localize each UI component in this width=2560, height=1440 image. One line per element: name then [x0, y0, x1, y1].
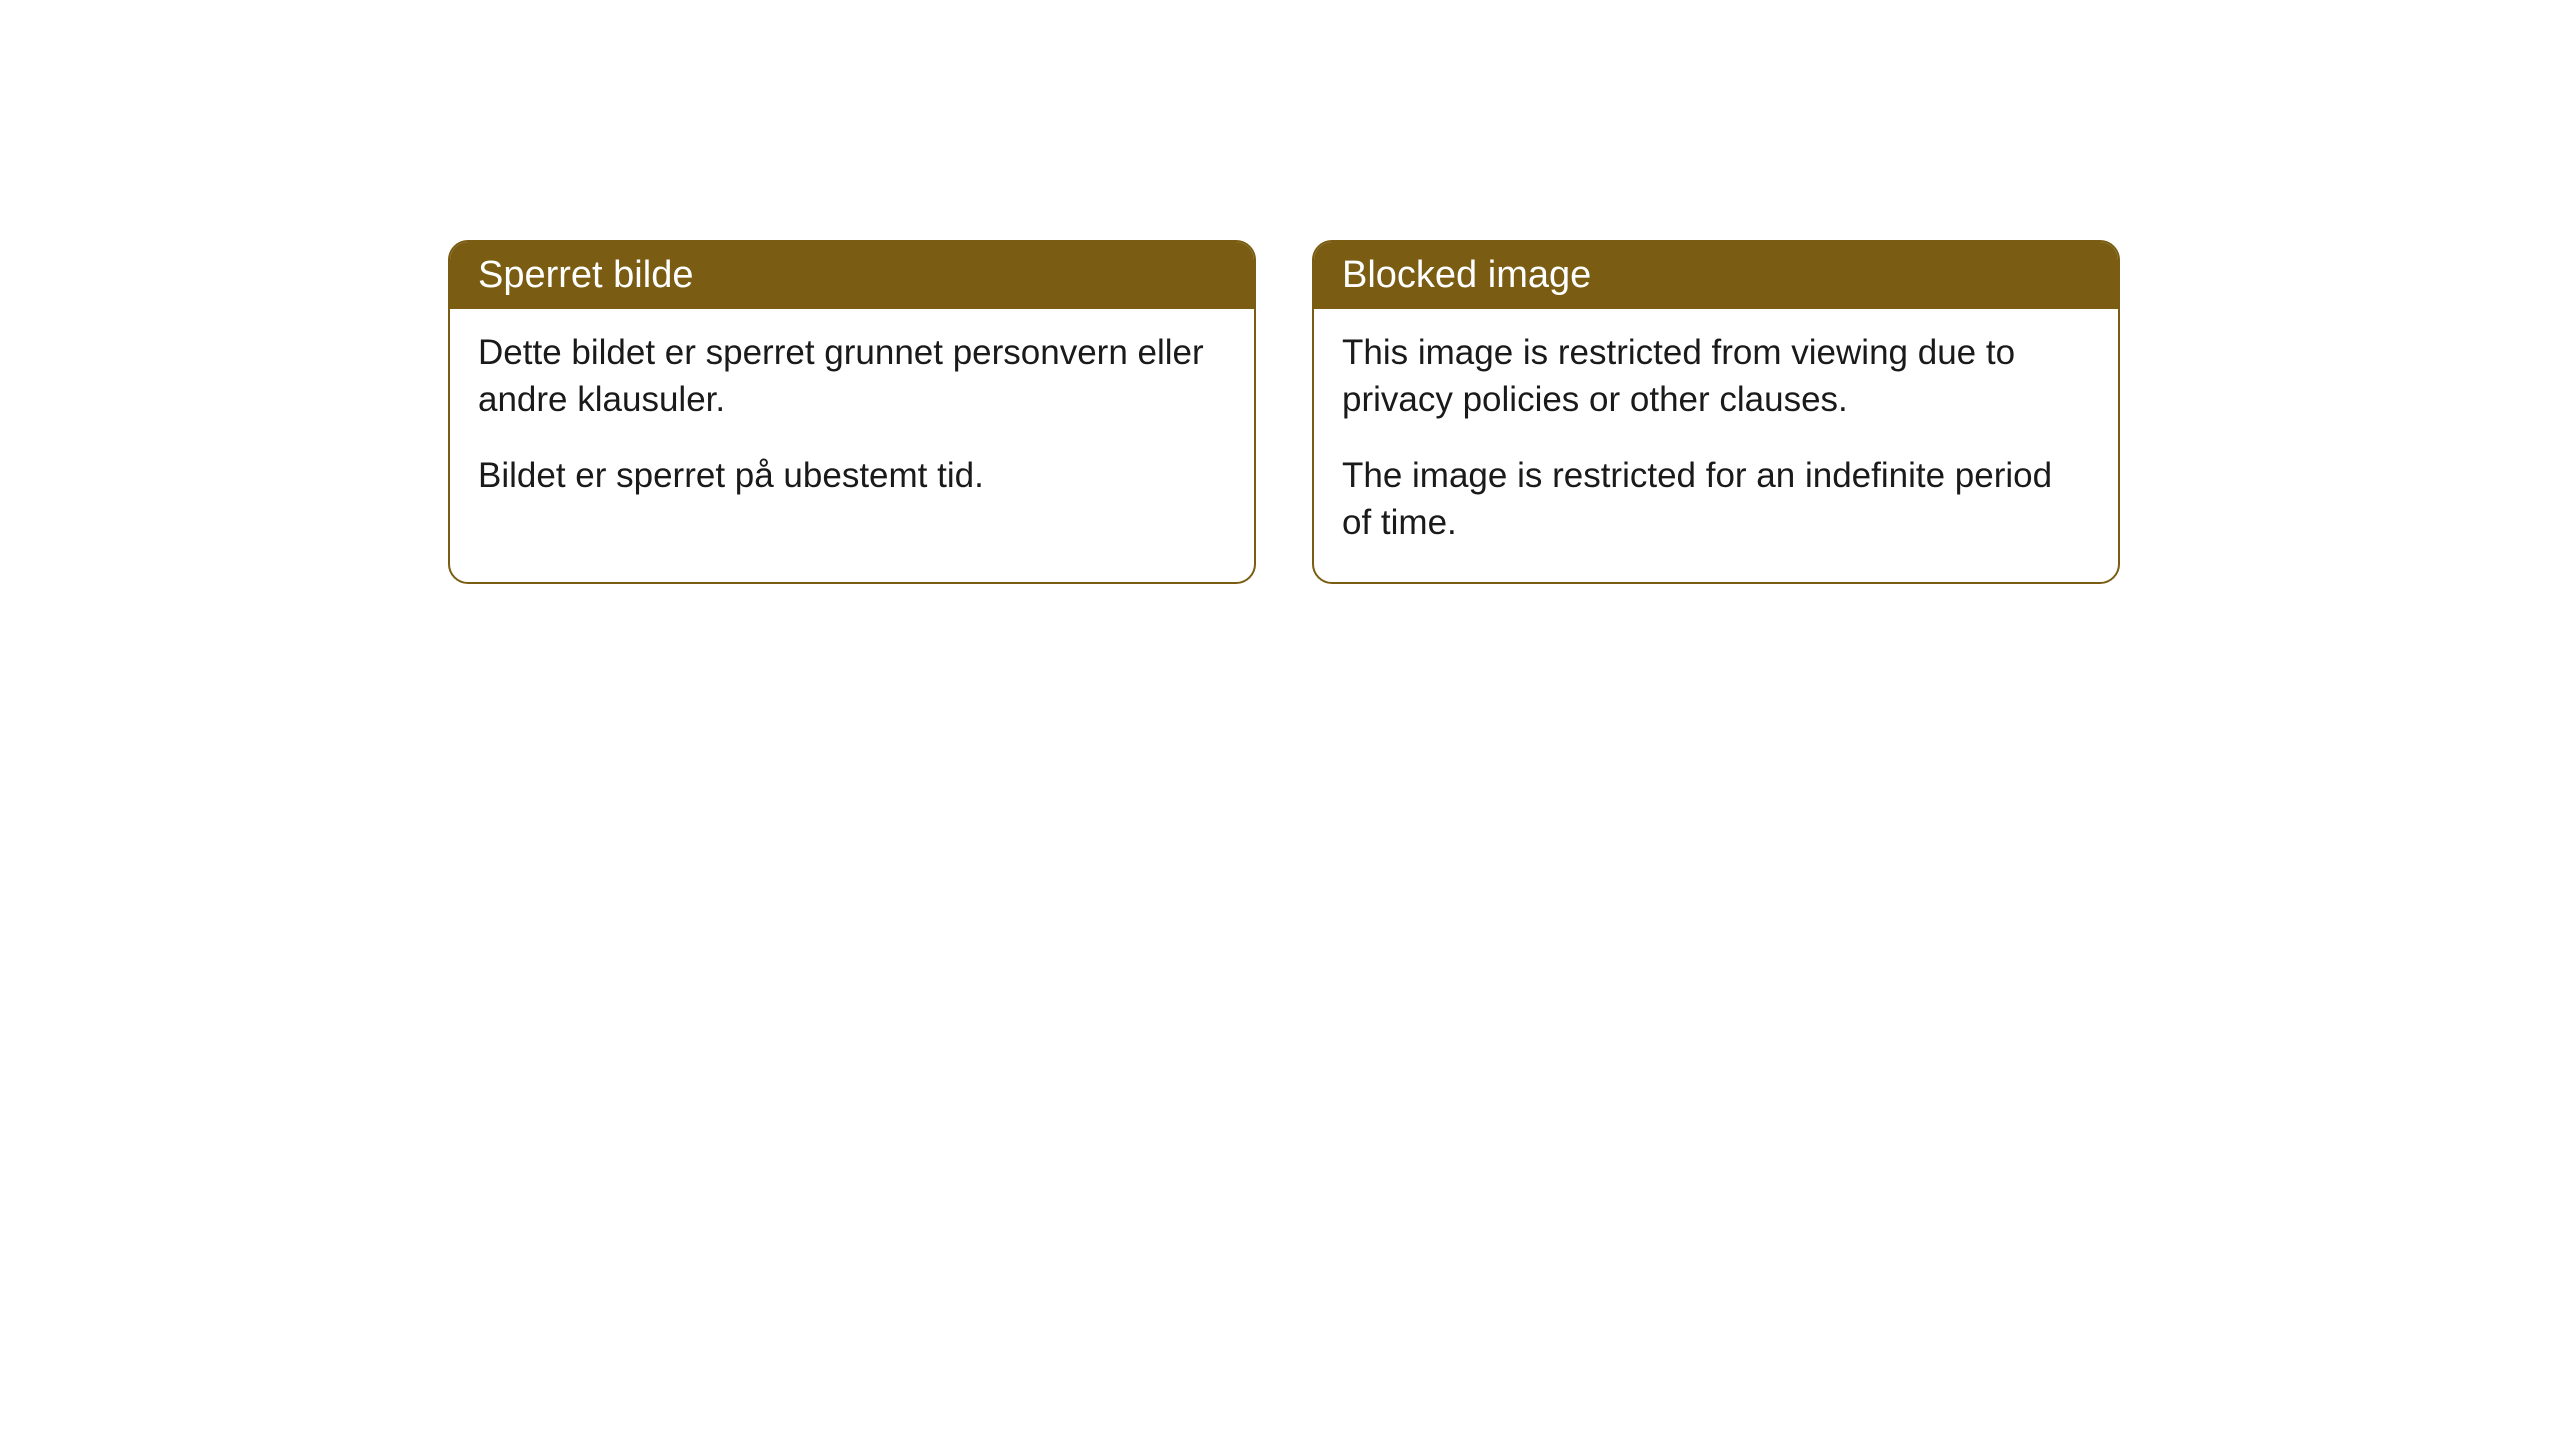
card-header-norwegian: Sperret bilde	[450, 242, 1254, 309]
blocked-image-card-english: Blocked image This image is restricted f…	[1312, 240, 2120, 584]
card-body-norwegian: Dette bildet er sperret grunnet personve…	[450, 309, 1254, 535]
card-paragraph-1: This image is restricted from viewing du…	[1342, 329, 2090, 424]
card-body-english: This image is restricted from viewing du…	[1314, 309, 2118, 582]
card-title: Sperret bilde	[478, 254, 693, 296]
notice-card-container: Sperret bilde Dette bildet er sperret gr…	[448, 240, 2120, 584]
card-paragraph-2: Bildet er sperret på ubestemt tid.	[478, 452, 1226, 499]
blocked-image-card-norwegian: Sperret bilde Dette bildet er sperret gr…	[448, 240, 1256, 584]
card-title: Blocked image	[1342, 254, 1591, 296]
card-paragraph-1: Dette bildet er sperret grunnet personve…	[478, 329, 1226, 424]
card-header-english: Blocked image	[1314, 242, 2118, 309]
card-paragraph-2: The image is restricted for an indefinit…	[1342, 452, 2090, 547]
